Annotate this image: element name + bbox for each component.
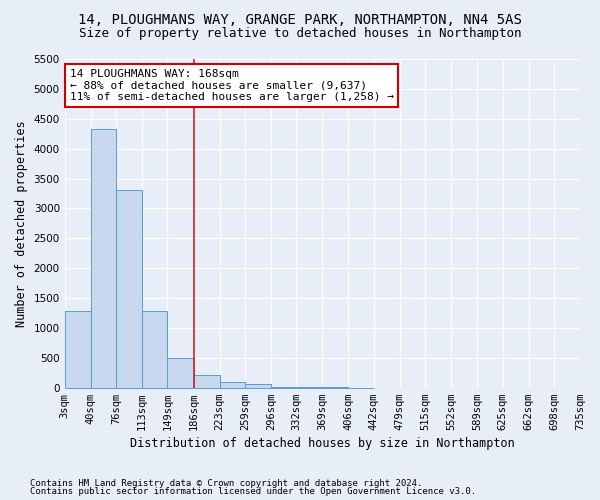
Text: 14, PLOUGHMANS WAY, GRANGE PARK, NORTHAMPTON, NN4 5AS: 14, PLOUGHMANS WAY, GRANGE PARK, NORTHAM… bbox=[78, 12, 522, 26]
Text: 14 PLOUGHMANS WAY: 168sqm
← 88% of detached houses are smaller (9,637)
11% of se: 14 PLOUGHMANS WAY: 168sqm ← 88% of detac… bbox=[70, 69, 394, 102]
Text: Contains HM Land Registry data © Crown copyright and database right 2024.: Contains HM Land Registry data © Crown c… bbox=[30, 478, 422, 488]
X-axis label: Distribution of detached houses by size in Northampton: Distribution of detached houses by size … bbox=[130, 437, 515, 450]
Text: Contains public sector information licensed under the Open Government Licence v3: Contains public sector information licen… bbox=[30, 487, 476, 496]
Text: Size of property relative to detached houses in Northampton: Size of property relative to detached ho… bbox=[79, 28, 521, 40]
Y-axis label: Number of detached properties: Number of detached properties bbox=[15, 120, 28, 326]
